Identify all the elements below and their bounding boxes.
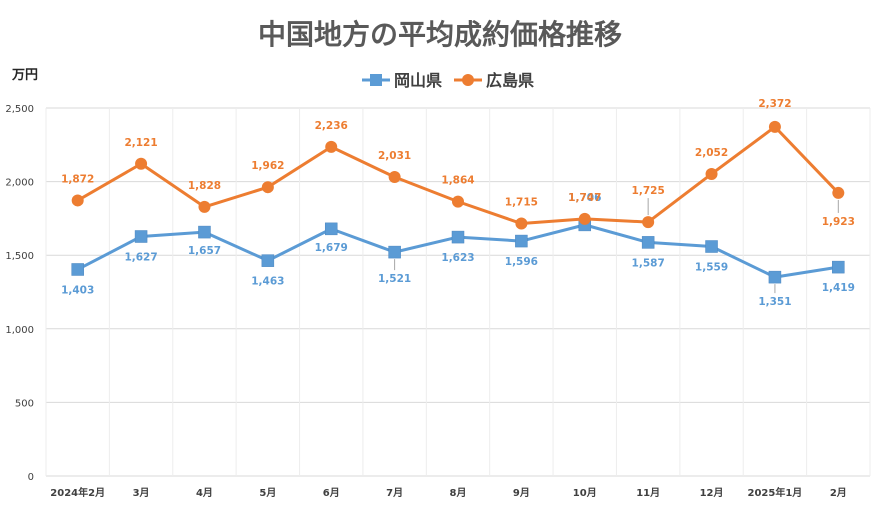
y-tick-label: 1,500 <box>5 251 34 262</box>
data-point <box>261 181 274 194</box>
x-tick-label: 6月 <box>323 487 340 499</box>
chart-title: 中国地方の平均成約価格推移 <box>258 18 622 51</box>
data-label: 1,463 <box>251 276 284 288</box>
data-point <box>134 230 148 243</box>
data-label: 1,351 <box>758 296 791 308</box>
data-point <box>71 194 84 207</box>
x-tick-label: 2月 <box>830 487 847 499</box>
y-tick-label: 2,500 <box>5 104 34 115</box>
data-point <box>642 216 655 229</box>
x-tick-label: 8月 <box>450 487 467 499</box>
y-axis-unit-label: 万円 <box>11 68 38 83</box>
data-point <box>388 245 401 259</box>
data-label: 1,587 <box>632 257 665 269</box>
x-tick-label: 10月 <box>573 487 597 499</box>
x-tick-label: 2025年1月 <box>748 486 803 499</box>
x-tick-label: 12月 <box>700 487 724 499</box>
x-tick-label: 9月 <box>513 487 530 499</box>
data-point <box>705 167 718 180</box>
data-point <box>388 171 401 184</box>
data-label: 1,679 <box>315 242 348 254</box>
legend-marker <box>370 74 382 86</box>
data-point <box>705 240 718 253</box>
data-label: 1,559 <box>695 262 728 274</box>
x-tick-label: 4月 <box>196 487 213 499</box>
legend-label: 広島県 <box>486 71 534 90</box>
data-point <box>641 236 655 249</box>
data-label: 2,031 <box>378 150 411 162</box>
x-tick-label: 3月 <box>133 487 150 499</box>
x-tick-label: 5月 <box>259 487 276 499</box>
y-axis-ticks: 0 500 1,000 1,500 2,000 2,500 <box>5 104 34 483</box>
legend-marker <box>462 74 474 86</box>
y-tick-label: 500 <box>15 398 34 409</box>
legend-label: 岡山県 <box>394 71 442 90</box>
data-label: 2,372 <box>758 98 791 110</box>
data-point <box>198 200 211 213</box>
data-label: 1,872 <box>61 173 94 185</box>
data-label: 1,403 <box>61 284 94 296</box>
data-label: 1,923 <box>822 216 855 228</box>
x-tick-label: 2024年2月 <box>50 486 105 499</box>
data-point <box>768 120 781 133</box>
data-point <box>198 225 211 239</box>
x-tick-label: 7月 <box>386 487 403 499</box>
data-label: 1,864 <box>441 175 474 187</box>
data-point <box>515 234 528 248</box>
gridlines <box>45 107 871 477</box>
x-tick-label: 11月 <box>636 487 660 499</box>
data-label: 2,121 <box>124 137 157 149</box>
data-label: 1,725 <box>632 185 665 197</box>
data-label: 1,627 <box>124 252 157 264</box>
data-point <box>135 157 148 170</box>
data-label: 1,657 <box>188 245 221 257</box>
series-group <box>71 120 845 284</box>
y-tick-label: 1,000 <box>5 325 34 336</box>
data-point <box>325 140 338 153</box>
data-label: 1,596 <box>505 256 538 268</box>
y-tick-label: 2,000 <box>5 178 34 189</box>
data-point <box>768 270 782 284</box>
data-label: 1,715 <box>505 197 538 209</box>
data-point <box>451 230 465 244</box>
data-label: 1,521 <box>378 273 411 285</box>
data-label: 1,419 <box>822 282 855 294</box>
data-point <box>324 222 338 236</box>
data-point <box>261 254 275 267</box>
y-tick-label: 0 <box>28 472 34 483</box>
data-point <box>515 217 528 230</box>
data-label: 1,828 <box>188 180 221 192</box>
data-label: 1,747 <box>568 192 601 204</box>
data-point <box>578 212 591 225</box>
data-labels: 1,403 1,627 1,657 1,463 1,679 1,521 1,623 1,596… <box>61 98 855 308</box>
data-point <box>832 186 845 199</box>
legend: 岡山県 広島県 <box>362 71 534 90</box>
data-point <box>71 263 84 276</box>
data-point <box>832 260 845 274</box>
data-label: 2,052 <box>695 147 728 159</box>
data-label: 1,706 <box>568 192 601 204</box>
data-point <box>452 195 464 208</box>
data-label: 1,962 <box>251 160 284 172</box>
data-label: 2,236 <box>315 120 348 132</box>
x-axis-ticks: 2024年2月 3月 4月 5月 6月 7月 8月 9月 10月 11月 12月 2025年1月 2月 <box>50 486 846 499</box>
data-label: 1,623 <box>441 252 474 264</box>
